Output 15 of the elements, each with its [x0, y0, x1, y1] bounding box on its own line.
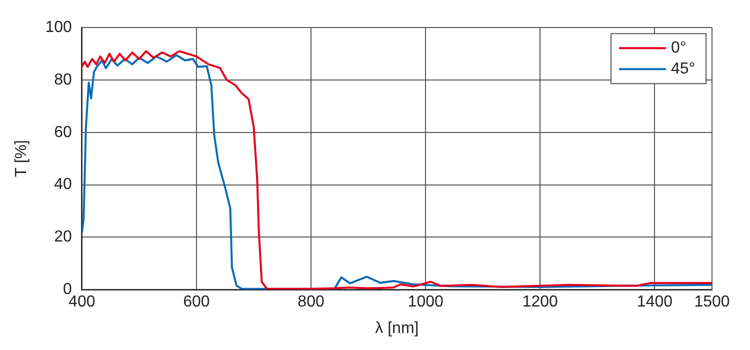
- y-tick-label: 80: [54, 71, 72, 88]
- x-tick-label: 1000: [408, 294, 444, 311]
- y-axis-title: T [%]: [13, 140, 30, 178]
- y-tick-label: 60: [54, 124, 72, 141]
- legend-label: 45°: [671, 60, 696, 78]
- x-tick-label: 1500: [694, 294, 730, 311]
- y-tick-label: 100: [45, 19, 72, 36]
- x-tick-label: 600: [183, 294, 210, 311]
- y-tick-label: 40: [54, 176, 72, 194]
- x-axis-title: λ [nm]: [375, 320, 419, 337]
- y-tick-label: 20: [54, 228, 72, 246]
- legend-label: 0°: [671, 40, 686, 57]
- x-tick-label: 1400: [636, 294, 673, 311]
- x-tick-label: 1200: [522, 294, 558, 311]
- x-tick-label: 800: [298, 294, 324, 311]
